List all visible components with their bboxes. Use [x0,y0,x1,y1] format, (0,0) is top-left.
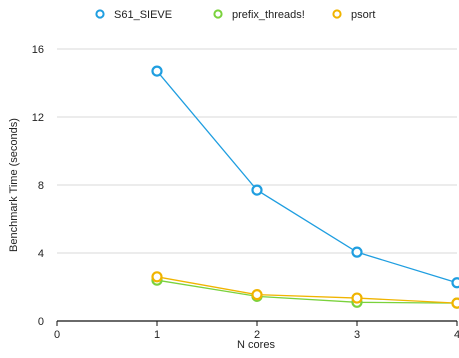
x-tick-label: 0 [54,329,60,341]
data-point [151,271,163,283]
series-prefix-threads- [151,274,459,309]
legend-marker [332,9,342,19]
x-tick-label: 1 [154,329,160,341]
y-tick-label: 4 [38,248,44,260]
series-psort [151,271,459,309]
axes [56,320,458,326]
x-tick-label: 4 [454,329,459,341]
legend-marker [213,9,223,19]
data-point [451,277,459,289]
series-group [151,65,459,309]
series-line [156,279,458,304]
y-axis-title: Benchmark Time (seconds) [8,118,20,252]
y-tick-label: 8 [38,180,44,192]
legend-label: prefix_threads! [232,9,305,21]
data-point [351,246,363,258]
legend-label: psort [351,9,375,21]
series-s61-sieve [151,65,459,289]
series-line [156,276,458,304]
data-point [251,289,263,301]
y-tick-label: 0 [38,316,44,328]
series-line [156,70,458,284]
y-tick-label: 12 [32,112,44,124]
data-point [151,65,163,77]
data-point [351,292,363,304]
x-tick-label: 3 [354,329,360,341]
legend: S61_SIEVE prefix_threads! psort [95,9,375,21]
data-point [451,297,459,309]
grid-lines [57,48,457,254]
y-tick-label: 16 [32,44,44,56]
legend-label: S61_SIEVE [114,9,172,21]
x-tick-label: 2 [254,329,260,341]
x-axis-title: N cores [237,339,275,351]
data-point [251,184,263,196]
legend-marker [95,9,105,19]
